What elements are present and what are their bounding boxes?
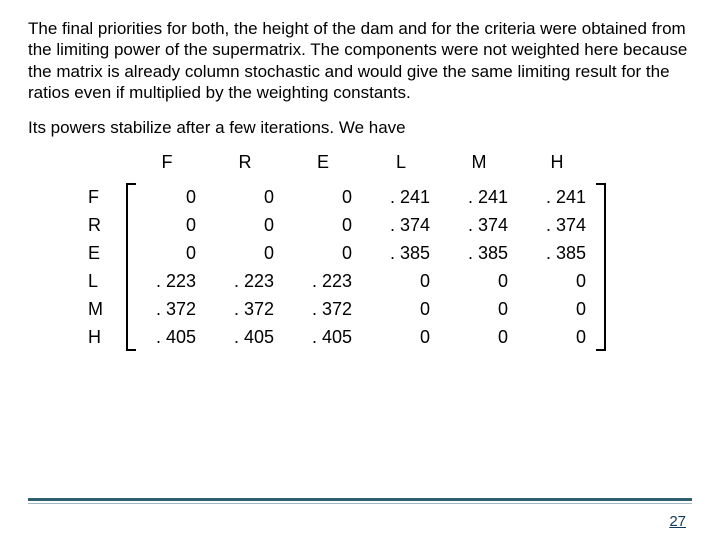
matrix-cell: . 223 xyxy=(210,267,288,295)
matrix-cell: 0 xyxy=(366,267,444,295)
supermatrix: F R E L M H F R E L M H 0 0 0 . 2 xyxy=(88,152,692,351)
matrix-grid: 0 0 0 . 241 . 241 . 241 0 0 0 . 374 . 37… xyxy=(132,183,600,351)
col-header: H xyxy=(518,152,596,173)
matrix-cell: . 405 xyxy=(210,323,288,351)
matrix-cell: . 223 xyxy=(132,267,210,295)
matrix-cell: 0 xyxy=(288,183,366,211)
matrix-cell: . 405 xyxy=(132,323,210,351)
matrix-cell: 0 xyxy=(210,211,288,239)
footer-rule xyxy=(28,498,692,504)
matrix-cell: 0 xyxy=(444,267,522,295)
matrix-cell: 0 xyxy=(132,211,210,239)
matrix-cell: 0 xyxy=(366,295,444,323)
matrix-cell: 0 xyxy=(210,239,288,267)
matrix-cell: 0 xyxy=(522,295,600,323)
row-header: E xyxy=(88,239,122,267)
matrix-cell: 0 xyxy=(210,183,288,211)
paragraph-2: Its powers stabilize after a few iterati… xyxy=(28,117,692,138)
matrix-body: F R E L M H 0 0 0 . 241 . 241 . 241 0 0 … xyxy=(88,183,692,351)
right-bracket-icon xyxy=(600,183,610,351)
matrix-cell: . 241 xyxy=(522,183,600,211)
col-header: L xyxy=(362,152,440,173)
matrix-cell: . 372 xyxy=(288,295,366,323)
matrix-cell: 0 xyxy=(288,211,366,239)
matrix-cell: . 241 xyxy=(444,183,522,211)
matrix-cell: . 385 xyxy=(444,239,522,267)
row-header: L xyxy=(88,267,122,295)
matrix-column-headers: F R E L M H xyxy=(128,152,692,173)
matrix-cell: . 372 xyxy=(132,295,210,323)
matrix-cell: 0 xyxy=(366,323,444,351)
matrix-cell: 0 xyxy=(132,183,210,211)
row-header: R xyxy=(88,211,122,239)
col-header: M xyxy=(440,152,518,173)
matrix-cell: . 374 xyxy=(522,211,600,239)
matrix-row-headers: F R E L M H xyxy=(88,183,122,351)
matrix-cell: . 223 xyxy=(288,267,366,295)
matrix-cell: . 385 xyxy=(522,239,600,267)
matrix-cell: 0 xyxy=(132,239,210,267)
col-header: R xyxy=(206,152,284,173)
col-header: E xyxy=(284,152,362,173)
matrix-cell: 0 xyxy=(444,295,522,323)
slide: The final priorities for both, the heigh… xyxy=(0,0,720,540)
matrix-cell: . 374 xyxy=(444,211,522,239)
matrix-cell: 0 xyxy=(522,323,600,351)
row-header: H xyxy=(88,323,122,351)
matrix-cell: . 372 xyxy=(210,295,288,323)
page-number: 27 xyxy=(669,513,686,530)
matrix-cell: 0 xyxy=(444,323,522,351)
matrix-cell: . 241 xyxy=(366,183,444,211)
matrix-cell: 0 xyxy=(522,267,600,295)
matrix-cell: 0 xyxy=(288,239,366,267)
row-header: F xyxy=(88,183,122,211)
left-bracket-icon xyxy=(122,183,132,351)
matrix-cell: . 385 xyxy=(366,239,444,267)
matrix-cell: . 405 xyxy=(288,323,366,351)
col-header: F xyxy=(128,152,206,173)
matrix-cell: . 374 xyxy=(366,211,444,239)
paragraph-1: The final priorities for both, the heigh… xyxy=(28,18,692,103)
row-header: M xyxy=(88,295,122,323)
